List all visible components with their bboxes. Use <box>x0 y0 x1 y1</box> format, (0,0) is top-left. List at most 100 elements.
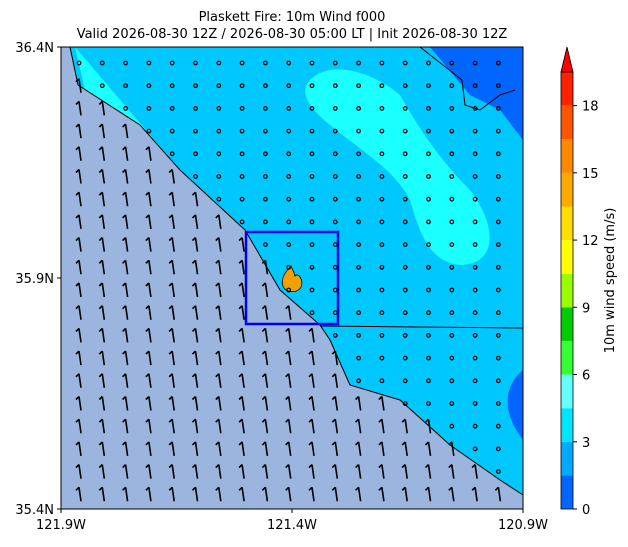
wind-barb <box>378 464 385 479</box>
calm-marker <box>472 196 478 202</box>
calm-marker <box>496 242 501 248</box>
wind-barb <box>98 259 106 275</box>
calm-marker <box>449 242 455 248</box>
wind-barb <box>191 464 199 479</box>
y-tick-label: 35.9N <box>15 272 54 287</box>
calm-marker <box>379 83 385 89</box>
wind-barb <box>471 486 478 502</box>
calm-marker <box>332 310 338 316</box>
calm-marker <box>146 128 152 134</box>
wind-barb <box>215 214 222 230</box>
calm-marker <box>286 174 292 179</box>
calm-marker <box>496 105 501 111</box>
calm-marker <box>496 310 501 316</box>
wind-barb <box>145 168 152 184</box>
calm-marker <box>99 60 105 66</box>
calm-marker <box>426 333 431 338</box>
wind-barb <box>75 350 82 366</box>
wind-barb <box>238 259 245 275</box>
calm-marker <box>286 264 292 270</box>
wind-barb <box>75 395 82 411</box>
calm-marker <box>472 446 478 452</box>
wind-barb <box>75 214 82 230</box>
calm-marker <box>449 196 455 202</box>
colorbar-band <box>561 374 573 409</box>
wind-barb <box>75 78 82 93</box>
wind-barb <box>424 441 432 457</box>
wind-barb <box>238 373 245 388</box>
calm-marker <box>263 242 268 248</box>
calm-marker <box>332 333 338 338</box>
wind-barb <box>98 373 106 388</box>
wind-contour <box>430 47 523 140</box>
wind-barb <box>168 350 175 366</box>
wind-barb <box>494 486 502 502</box>
calm-marker <box>309 287 315 293</box>
colorbar-band <box>561 307 573 341</box>
calm-marker <box>472 264 478 270</box>
wind-barb <box>122 373 129 388</box>
calm-marker <box>332 151 338 157</box>
calm-marker <box>472 401 478 406</box>
wind-barb <box>75 305 82 320</box>
wind-barb <box>75 191 82 207</box>
calm-marker <box>76 60 82 66</box>
calm-marker <box>402 60 408 66</box>
wind-barb <box>122 350 129 366</box>
calm-marker <box>449 83 455 89</box>
calm-marker <box>263 83 268 89</box>
calm-marker <box>426 174 431 179</box>
calm-marker <box>426 105 431 111</box>
wind-barb <box>98 395 106 411</box>
calm-marker <box>356 128 362 134</box>
calm-marker <box>332 60 338 66</box>
wind-barb <box>168 237 175 252</box>
wind-barb <box>168 191 175 207</box>
wind-barb <box>355 395 362 411</box>
calm-marker <box>146 60 152 66</box>
wind-barb <box>308 350 315 366</box>
wind-barb <box>122 418 129 434</box>
calm-marker <box>402 378 408 384</box>
calm-marker <box>449 310 455 316</box>
calm-marker <box>309 264 315 270</box>
wind-barb <box>355 486 362 502</box>
calm-marker <box>472 242 478 248</box>
fire-icon <box>281 265 303 293</box>
calm-marker <box>379 128 385 134</box>
wind-barb <box>122 441 129 457</box>
wind-barb <box>261 441 269 457</box>
calm-marker <box>449 151 455 157</box>
wind-barb <box>191 373 199 388</box>
calm-marker <box>472 423 478 429</box>
wind-contour <box>305 69 490 265</box>
calm-marker <box>193 60 198 66</box>
calm-marker <box>449 60 455 66</box>
calm-marker <box>193 174 198 179</box>
wind-barb <box>191 305 199 320</box>
wind-barb <box>215 350 222 366</box>
calm-marker <box>496 174 501 179</box>
calm-marker <box>426 355 431 361</box>
calm-marker <box>402 310 408 316</box>
wind-barb <box>122 305 129 320</box>
wind-barb <box>98 486 106 502</box>
calm-marker <box>169 83 175 89</box>
calm-marker <box>379 333 385 338</box>
calm-marker <box>426 264 431 270</box>
calm-marker <box>216 60 222 66</box>
calm-marker <box>402 151 408 157</box>
wind-barb <box>285 350 292 366</box>
calm-marker <box>379 355 385 361</box>
wind-barb <box>285 486 292 502</box>
calm-marker <box>309 310 315 316</box>
wind-barb <box>168 486 175 502</box>
wind-barb <box>191 191 199 207</box>
wind-barb <box>98 191 106 207</box>
wind-barb <box>261 395 269 411</box>
wind-barb <box>98 282 106 298</box>
calm-marker <box>169 105 175 111</box>
wind-barb <box>331 395 339 411</box>
wind-barb <box>401 418 408 434</box>
